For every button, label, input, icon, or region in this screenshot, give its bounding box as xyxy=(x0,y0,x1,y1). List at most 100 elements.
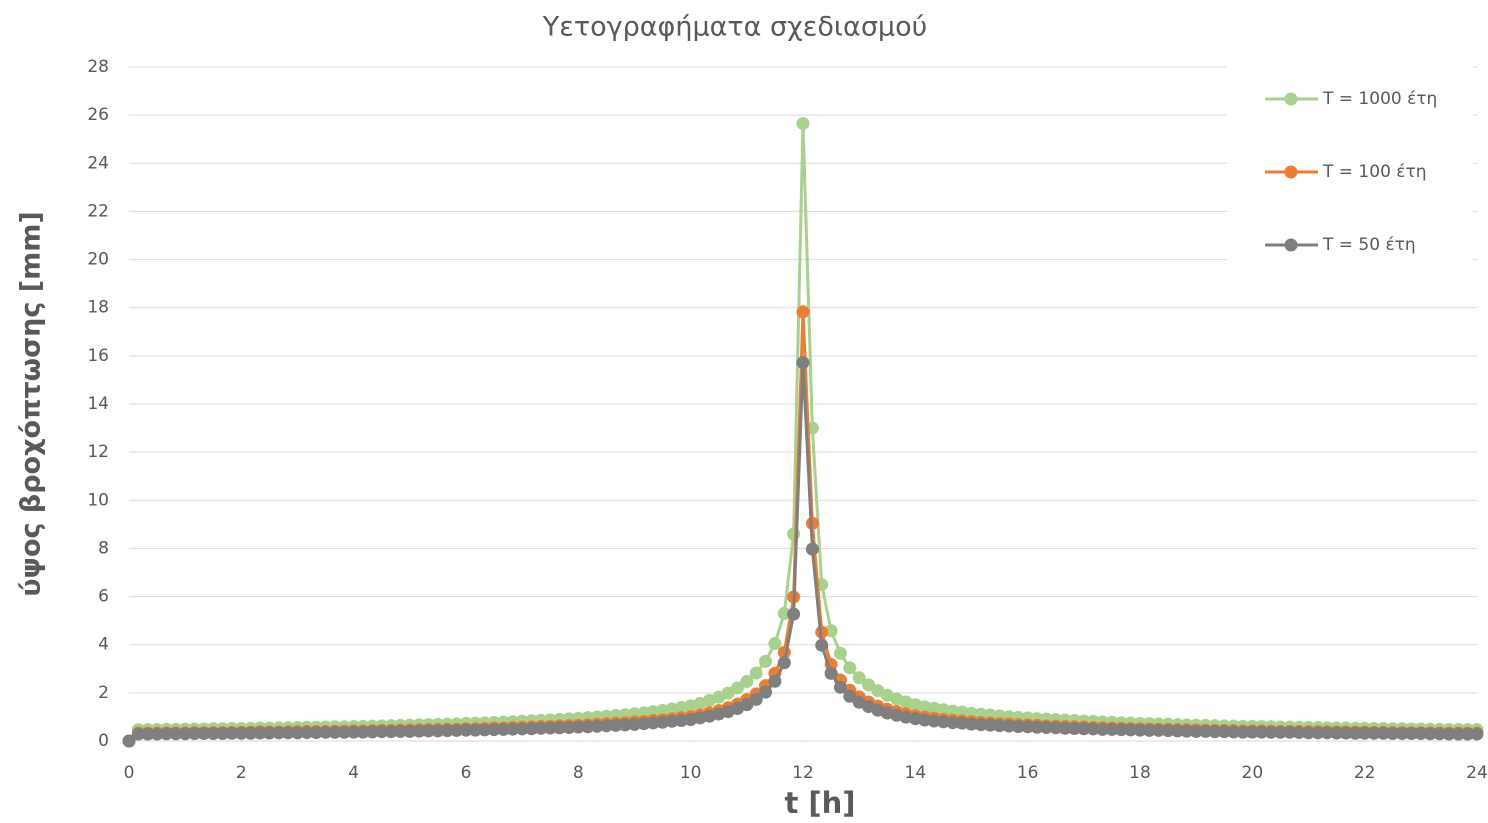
data-point xyxy=(487,723,501,737)
data-point xyxy=(1030,720,1044,734)
y-axis-label: ύψος βροχόπτωσης [mm] xyxy=(16,211,47,596)
data-point xyxy=(1273,725,1287,739)
data-point xyxy=(525,722,539,736)
data-point xyxy=(777,606,791,620)
series xyxy=(122,356,1484,748)
legend-label: T = 1000 έτη xyxy=(1322,89,1437,109)
data-point xyxy=(768,637,782,651)
data-point xyxy=(141,727,155,741)
data-point xyxy=(253,726,267,740)
data-point xyxy=(412,724,426,738)
data-point xyxy=(730,681,744,695)
data-point xyxy=(1227,725,1241,739)
data-point xyxy=(833,646,847,660)
data-point xyxy=(1395,727,1409,741)
data-point xyxy=(1105,722,1119,736)
x-tick-label: 6 xyxy=(461,763,472,783)
data-point xyxy=(955,716,969,730)
data-point xyxy=(1086,722,1100,736)
data-point xyxy=(206,727,220,741)
data-point xyxy=(356,725,370,739)
data-point xyxy=(1058,721,1072,735)
data-point xyxy=(796,117,810,131)
data-point xyxy=(1292,726,1306,740)
data-point xyxy=(1199,724,1213,738)
data-point xyxy=(375,725,389,739)
data-point xyxy=(1067,721,1081,735)
y-tick-label: 16 xyxy=(87,346,109,366)
x-tick-label: 16 xyxy=(1017,763,1039,783)
y-tick-label: 14 xyxy=(87,394,109,414)
data-point xyxy=(496,722,510,736)
y-tick-label: 20 xyxy=(87,250,109,270)
legend-marker xyxy=(1284,238,1298,252)
data-point xyxy=(749,692,763,706)
x-tick-label: 10 xyxy=(680,763,702,783)
data-point xyxy=(1376,726,1390,740)
data-point xyxy=(468,723,482,737)
data-point xyxy=(787,607,801,621)
data-point xyxy=(178,727,192,741)
data-point xyxy=(1021,720,1035,734)
data-point xyxy=(1283,725,1297,739)
data-point xyxy=(1236,725,1250,739)
data-point xyxy=(225,726,239,740)
y-tick-label: 8 xyxy=(98,538,109,558)
x-axis-label: t [h] xyxy=(784,786,855,820)
data-point xyxy=(1217,725,1231,739)
data-point xyxy=(384,725,398,739)
data-point xyxy=(553,721,567,735)
data-point xyxy=(1348,726,1362,740)
data-point xyxy=(1133,723,1147,737)
data-point xyxy=(777,656,791,670)
data-point xyxy=(815,638,829,652)
data-point xyxy=(1302,726,1315,740)
data-point xyxy=(1170,724,1184,738)
data-point xyxy=(1339,726,1353,740)
data-point xyxy=(1039,721,1053,735)
data-point xyxy=(319,725,333,739)
data-point xyxy=(768,674,782,688)
data-point xyxy=(197,727,211,741)
x-tick-label: 20 xyxy=(1242,763,1264,783)
legend-label: T = 50 έτη xyxy=(1322,235,1416,255)
data-point xyxy=(1451,727,1465,741)
data-point xyxy=(1442,727,1456,741)
data-point xyxy=(946,716,960,730)
data-point xyxy=(1461,727,1475,741)
data-point xyxy=(590,719,604,733)
data-point xyxy=(674,714,688,728)
data-point xyxy=(422,724,436,738)
data-point xyxy=(506,722,520,736)
data-point xyxy=(759,685,773,699)
data-point xyxy=(478,723,492,737)
y-tick-label: 26 xyxy=(87,105,109,125)
data-point xyxy=(1096,722,1110,736)
data-point xyxy=(637,717,651,731)
data-point xyxy=(291,726,304,740)
x-tick-label: 14 xyxy=(905,763,927,783)
data-point xyxy=(796,305,810,319)
data-point xyxy=(609,718,623,732)
data-point xyxy=(862,678,876,692)
data-point xyxy=(927,714,941,728)
y-tick-label: 22 xyxy=(87,201,109,221)
y-tick-label: 0 xyxy=(98,731,109,751)
data-point xyxy=(1077,722,1091,736)
y-tick-label: 18 xyxy=(87,298,109,318)
data-point xyxy=(1414,727,1428,741)
data-point xyxy=(450,723,464,737)
data-point xyxy=(403,724,417,738)
data-point xyxy=(1245,725,1259,739)
chart-title: Υετογραφήματα σχεδιασμού xyxy=(542,12,928,43)
x-tick-label: 22 xyxy=(1354,763,1376,783)
y-tick-label: 4 xyxy=(98,635,109,655)
data-point xyxy=(337,725,351,739)
data-point xyxy=(1142,723,1156,737)
data-point xyxy=(365,725,379,739)
data-point xyxy=(965,717,978,731)
data-point xyxy=(852,671,866,685)
data-point xyxy=(571,720,585,734)
data-point xyxy=(974,718,988,732)
data-point xyxy=(843,689,857,703)
